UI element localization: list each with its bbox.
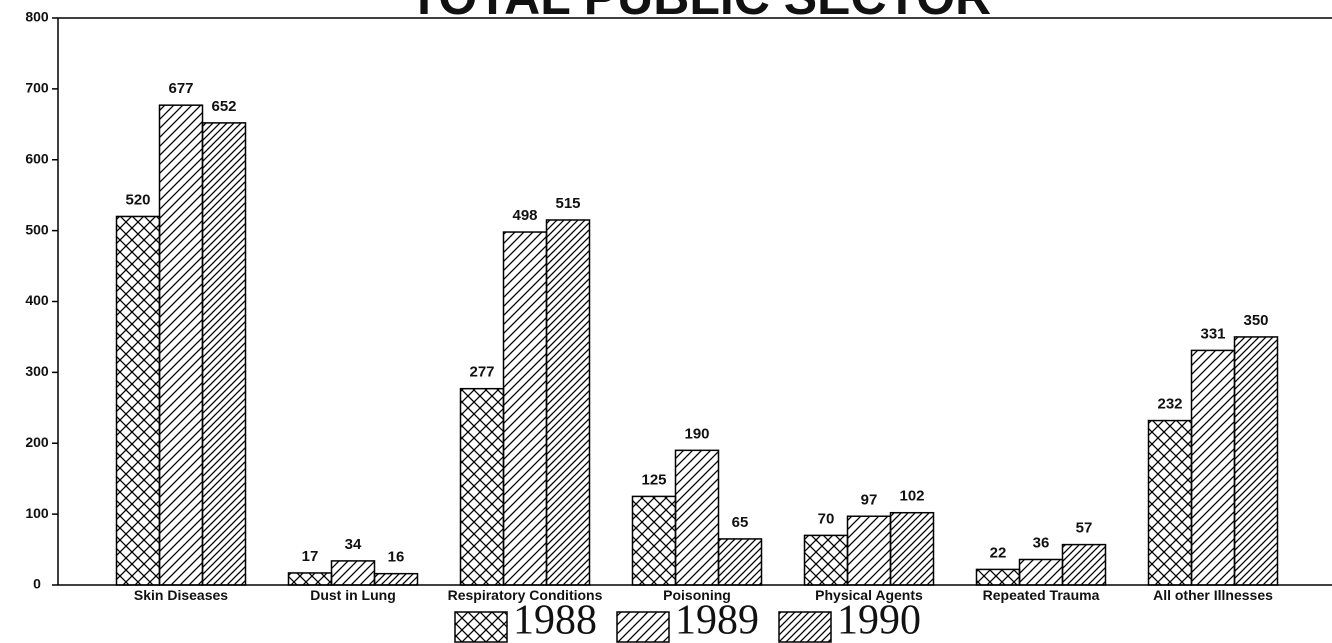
value-label: 36 (1033, 534, 1050, 551)
bar (115, 215, 161, 586)
x-tick-label: Physical Agents (815, 587, 923, 603)
value-label: 677 (168, 80, 193, 97)
value-label: 232 (1157, 396, 1182, 413)
value-label: 34 (345, 536, 362, 553)
value-label: 331 (1200, 325, 1225, 342)
bar (1190, 349, 1236, 586)
legend-label: 1989 (675, 598, 759, 643)
value-label: 17 (302, 548, 319, 565)
bar (1233, 336, 1279, 586)
y-tick-label: 200 (25, 434, 49, 450)
value-label: 102 (899, 488, 924, 505)
bar (1147, 419, 1193, 586)
bar (846, 515, 892, 586)
y-tick-label: 400 (25, 292, 49, 308)
chart-title: TOTAL PUBLIC SECTOR (409, 0, 991, 25)
bar (1061, 543, 1107, 586)
value-label: 515 (555, 195, 580, 212)
y-tick-label: 700 (25, 80, 49, 96)
value-label: 652 (211, 98, 236, 115)
value-label: 65 (732, 514, 749, 531)
value-label: 125 (641, 471, 666, 488)
bar (330, 560, 376, 586)
value-label: 70 (818, 510, 835, 527)
y-tick-label: 300 (25, 363, 49, 379)
value-label: 190 (684, 425, 709, 442)
legend-label: 1988 (513, 598, 597, 643)
y-tick-label: 100 (25, 505, 49, 521)
legend-label: 1990 (837, 598, 921, 643)
value-label: 520 (125, 191, 150, 208)
bar (803, 534, 849, 586)
legend-swatch (454, 611, 508, 643)
y-tick-label: 800 (25, 9, 49, 25)
legend-swatch (616, 611, 670, 643)
bar (459, 387, 505, 586)
y-tick-label: 600 (25, 150, 49, 166)
value-label: 22 (990, 544, 1007, 561)
bar (889, 511, 935, 586)
bar (674, 449, 720, 586)
value-label: 97 (861, 491, 878, 508)
bar (158, 104, 204, 586)
x-tick-label: All other Illnesses (1153, 587, 1273, 603)
x-tick-label: Repeated Trauma (983, 587, 1100, 603)
bar (201, 122, 247, 586)
bar (717, 538, 763, 586)
bar (502, 231, 548, 586)
x-tick-label: Dust in Lung (310, 587, 396, 603)
x-tick-label: Skin Diseases (134, 587, 228, 603)
y-tick-label: 0 (33, 576, 41, 592)
bar (287, 572, 333, 586)
value-label: 57 (1076, 520, 1093, 537)
x-tick-label: Poisoning (663, 587, 731, 603)
value-label: 498 (512, 207, 537, 224)
value-label: 350 (1243, 312, 1268, 329)
x-tick-label: Respiratory Conditions (448, 587, 603, 603)
value-label: 277 (469, 364, 494, 381)
y-tick-label: 500 (25, 221, 49, 237)
legend-swatch (778, 611, 832, 643)
value-label: 16 (388, 549, 405, 566)
bar (1018, 558, 1064, 586)
bar (975, 568, 1021, 586)
bar (631, 495, 677, 586)
bar (545, 219, 591, 586)
bar (373, 572, 419, 586)
